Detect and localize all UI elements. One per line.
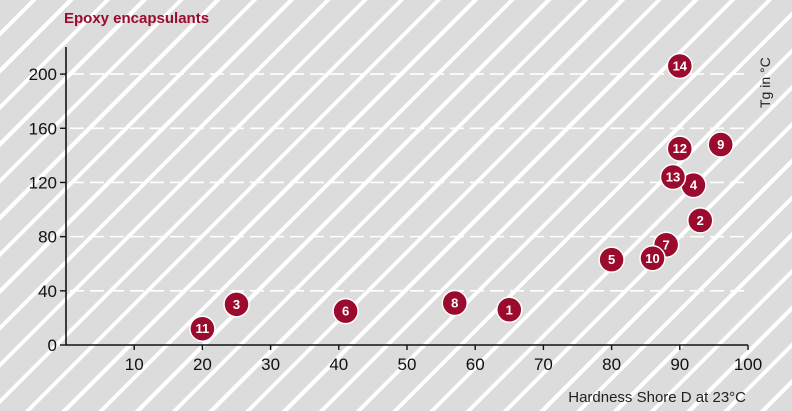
y-tick-label: 160 (29, 119, 57, 138)
data-point-10: 10 (639, 245, 666, 272)
point-label: 9 (717, 137, 724, 152)
point-label: 11 (196, 321, 210, 336)
point-marker (189, 315, 216, 342)
point-label: 4 (690, 178, 698, 193)
data-point-6: 6 (332, 297, 359, 325)
data-point-14: 14 (666, 52, 694, 80)
x-tick-label: 30 (261, 355, 280, 374)
data-point-9: 9 (707, 131, 734, 158)
data-point-13: 13 (659, 163, 687, 191)
data-point-11: 11 (189, 315, 216, 342)
chart-title: Epoxy encapsulants (64, 10, 210, 27)
x-tick-label: 10 (125, 355, 144, 374)
data-point-3: 3 (223, 291, 250, 318)
x-tick-label: 70 (534, 355, 553, 374)
y-tick-label: 120 (29, 173, 57, 192)
x-tick-label: 80 (602, 355, 621, 374)
point-label: 8 (451, 296, 458, 311)
data-point-1: 1 (496, 296, 523, 324)
y-tick-label: 80 (38, 228, 57, 247)
point-label: 13 (666, 170, 680, 185)
point-marker (598, 246, 625, 273)
data-point-8: 8 (441, 289, 468, 317)
point-marker (666, 52, 694, 80)
tick-labels: 0 40 80 120 160 200 10 20 30 40 50 60 70 80 90 100 (29, 65, 763, 374)
point-marker (223, 291, 250, 318)
y-tick-label: 200 (29, 65, 57, 84)
x-tick-label: 40 (329, 355, 348, 374)
point-marker (666, 135, 694, 162)
point-marker (639, 245, 666, 272)
point-label: 14 (673, 58, 688, 73)
point-label: 3 (233, 297, 240, 312)
point-label: 2 (697, 213, 704, 228)
data-point-2: 2 (687, 207, 714, 234)
x-axis-label: Hardness Shore D at 23°C (568, 389, 746, 406)
point-marker (659, 163, 687, 191)
data-point-5: 5 (598, 246, 625, 273)
y-tick-label: 0 (48, 336, 57, 355)
point-label: 10 (645, 251, 659, 266)
x-tick-label: 90 (670, 355, 689, 374)
point-label: 7 (663, 237, 670, 252)
point-marker (441, 289, 468, 317)
data-point-12: 12 (666, 135, 694, 162)
point-label: 12 (673, 141, 687, 156)
point-label: 1 (506, 302, 513, 317)
point-label: 5 (608, 252, 615, 267)
axes (60, 47, 749, 350)
point-label: 6 (342, 304, 349, 319)
x-tick-label: 20 (193, 355, 212, 374)
gridlines (70, 73, 748, 292)
x-tick-label: 60 (466, 355, 485, 374)
x-tick-label: 100 (734, 355, 762, 374)
point-marker (687, 207, 714, 234)
point-marker (496, 296, 523, 324)
y-tick-label: 40 (38, 282, 57, 301)
point-marker (332, 297, 359, 325)
point-marker (707, 131, 734, 158)
x-tick-label: 50 (398, 355, 417, 374)
